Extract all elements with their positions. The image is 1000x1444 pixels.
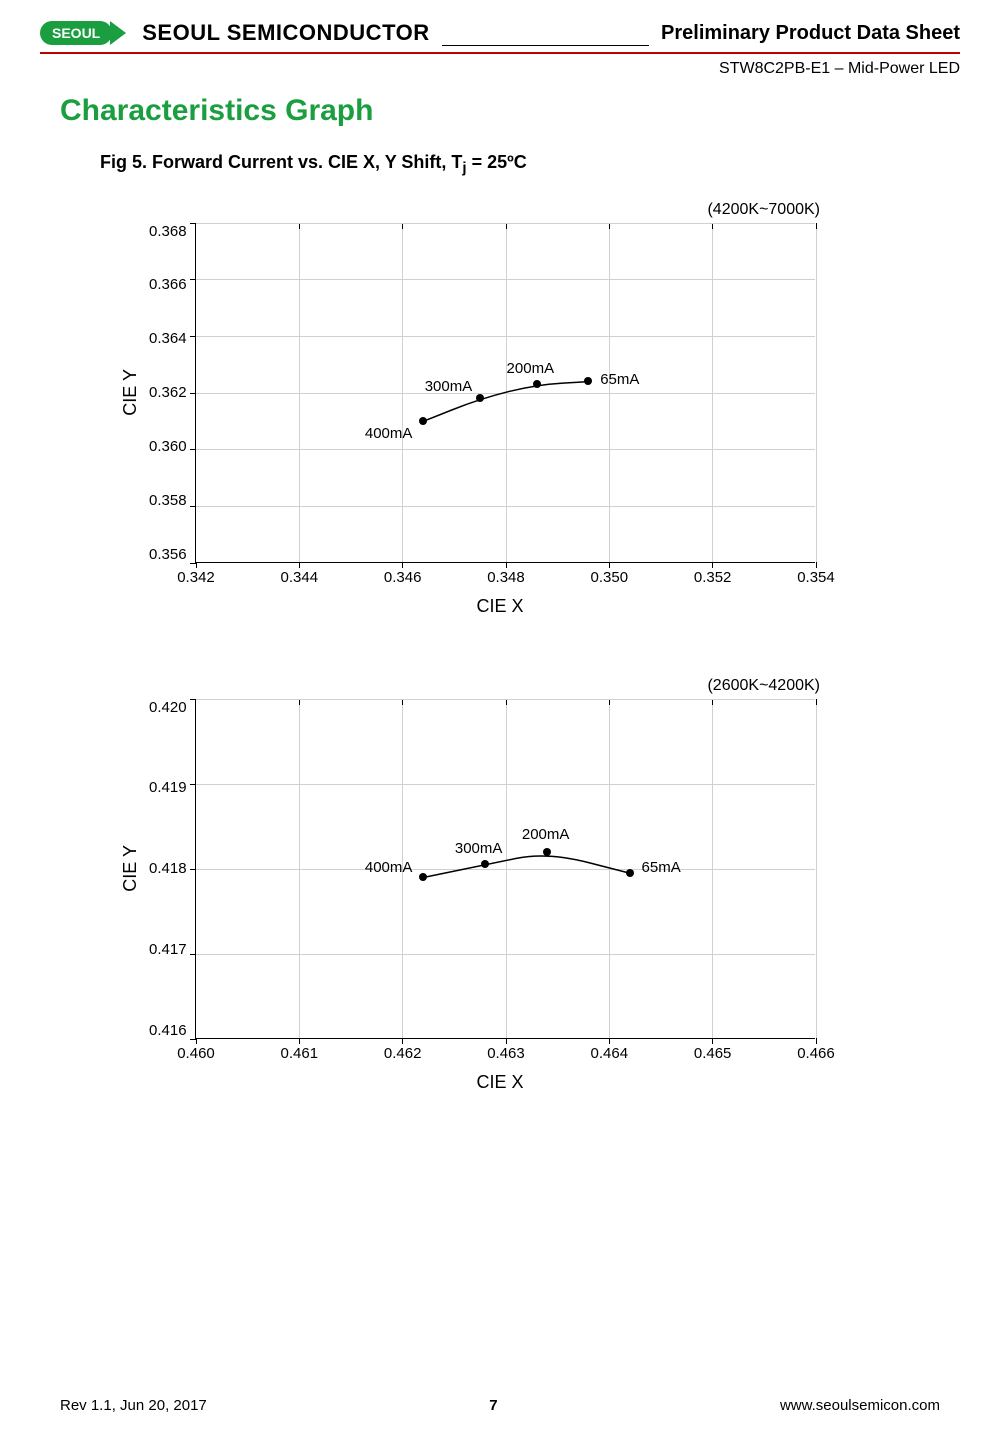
xtick-label: 0.352 xyxy=(661,569,764,586)
data-point xyxy=(584,377,592,385)
ytick-label: 0.416 xyxy=(149,1022,187,1039)
ytick-label: 0.366 xyxy=(149,276,187,293)
logo-arrow-icon xyxy=(110,21,126,45)
chart2-plot: 400mA 300mA 200mA 65mA xyxy=(195,699,815,1039)
fig-caption-prefix: Fig 5. Forward Current vs. CIE X, Y Shif… xyxy=(100,152,462,172)
footer: Rev 1.1, Jun 20, 2017 7 www.seoulsemicon… xyxy=(0,1397,1000,1414)
ytick-label: 0.420 xyxy=(149,699,187,716)
footer-rev: Rev 1.1, Jun 20, 2017 xyxy=(60,1397,207,1414)
xtick-label: 0.354 xyxy=(764,569,867,586)
data-label: 400mA xyxy=(365,859,413,876)
ytick-label: 0.418 xyxy=(149,860,187,877)
doc-title: Preliminary Product Data Sheet xyxy=(661,22,960,45)
data-label: 65mA xyxy=(600,371,639,388)
company-name: SEOUL SEMICONDUCTOR xyxy=(142,20,429,46)
data-point xyxy=(476,394,484,402)
chart2-ylabel: CIE Y xyxy=(120,845,141,892)
footer-url: www.seoulsemicon.com xyxy=(780,1397,940,1414)
ytick-label: 0.368 xyxy=(149,223,187,240)
ytick-label: 0.417 xyxy=(149,941,187,958)
ytick-label: 0.360 xyxy=(149,438,187,455)
chart2-title: (2600K~4200K) xyxy=(120,677,880,695)
xtick-label: 0.342 xyxy=(144,569,247,586)
data-label: 300mA xyxy=(425,378,473,395)
data-label: 400mA xyxy=(365,425,413,442)
chart2-xticks: 0.4600.4610.4620.4630.4640.4650.466 xyxy=(144,1045,880,1062)
ytick-label: 0.362 xyxy=(149,384,187,401)
data-point xyxy=(419,417,427,425)
fig-caption-suffix: = 25ºC xyxy=(467,152,527,172)
xtick-label: 0.344 xyxy=(248,569,351,586)
xtick-label: 0.465 xyxy=(661,1045,764,1062)
data-label: 200mA xyxy=(522,826,570,843)
chart1-ylabel: CIE Y xyxy=(120,369,141,416)
xtick-label: 0.462 xyxy=(351,1045,454,1062)
fig-caption: Fig 5. Forward Current vs. CIE X, Y Shif… xyxy=(0,128,1000,177)
xtick-label: 0.348 xyxy=(454,569,557,586)
xtick-label: 0.460 xyxy=(144,1045,247,1062)
footer-page: 7 xyxy=(489,1397,497,1414)
data-point xyxy=(481,860,489,868)
header: SEOUL SEOUL SEMICONDUCTOR Preliminary Pr… xyxy=(0,0,1000,46)
xtick-label: 0.350 xyxy=(558,569,661,586)
chart1-xlabel: CIE X xyxy=(120,596,880,617)
xtick-label: 0.346 xyxy=(351,569,454,586)
data-label: 200mA xyxy=(507,360,555,377)
xtick-label: 0.466 xyxy=(764,1045,867,1062)
chart-1: (4200K~7000K) CIE Y 0.368 0.366 0.364 0.362… xyxy=(120,201,880,617)
xtick-label: 0.461 xyxy=(248,1045,351,1062)
data-label: 300mA xyxy=(455,840,503,857)
chart1-title: (4200K~7000K) xyxy=(120,201,880,219)
ytick-label: 0.419 xyxy=(149,779,187,796)
data-label: 65mA xyxy=(642,859,681,876)
chart1-yticks: 0.368 0.366 0.364 0.362 0.360 0.358 0.356 xyxy=(149,223,195,563)
data-point xyxy=(543,848,551,856)
data-point xyxy=(626,869,634,877)
chart-2: (2600K~4200K) CIE Y 0.420 0.419 0.418 0.417… xyxy=(120,677,880,1093)
section-title: Characteristics Graph xyxy=(0,78,1000,128)
chart2-yticks: 0.420 0.419 0.418 0.417 0.416 xyxy=(149,699,195,1039)
ytick-label: 0.358 xyxy=(149,492,187,509)
header-line xyxy=(442,32,649,46)
data-point xyxy=(419,873,427,881)
chart1-plot: 400mA 300mA 200mA 65mA xyxy=(195,223,815,563)
chart1-xticks: 0.3420.3440.3460.3480.3500.3520.354 xyxy=(144,569,880,586)
logo-badge: SEOUL xyxy=(40,21,112,45)
product-name: STW8C2PB-E1 – Mid-Power LED xyxy=(0,54,1000,78)
xtick-label: 0.464 xyxy=(558,1045,661,1062)
logo-text: SEOUL xyxy=(52,25,100,41)
chart2-xlabel: CIE X xyxy=(120,1072,880,1093)
data-point xyxy=(533,380,541,388)
xtick-label: 0.463 xyxy=(454,1045,557,1062)
ytick-label: 0.356 xyxy=(149,546,187,563)
ytick-label: 0.364 xyxy=(149,330,187,347)
